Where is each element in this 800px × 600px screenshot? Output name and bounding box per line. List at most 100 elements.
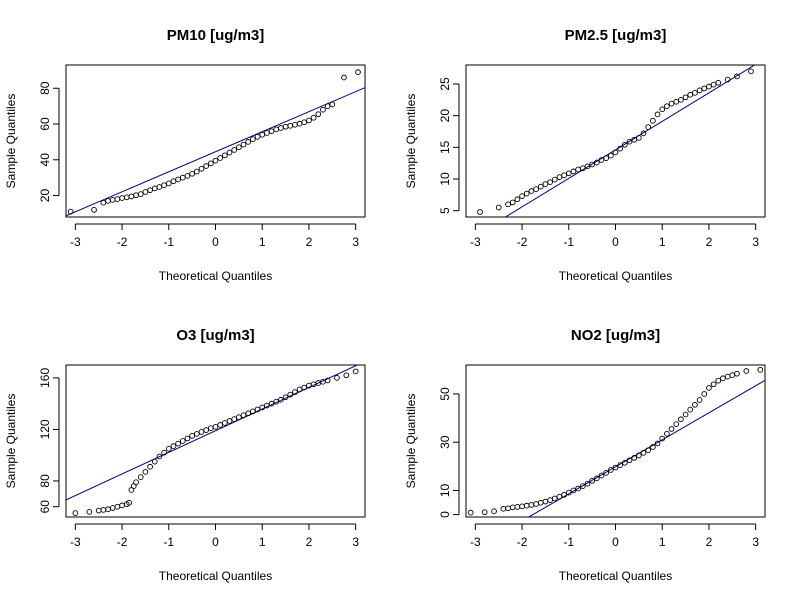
qq-point <box>91 206 97 213</box>
qq-point <box>240 141 247 148</box>
qq-point <box>682 411 689 418</box>
qq-point <box>659 106 666 113</box>
qq-point <box>189 170 195 177</box>
qq-point <box>650 444 656 450</box>
qq-point <box>67 208 74 215</box>
plot-frame <box>65 64 366 218</box>
qq-point <box>687 91 694 98</box>
qq-point <box>537 499 544 506</box>
qq-point <box>687 406 694 413</box>
x-tick-label: 1 <box>259 535 266 549</box>
qq-point <box>612 464 619 471</box>
qq-point <box>542 498 549 505</box>
qq-point <box>523 502 530 509</box>
qq-point <box>100 199 107 206</box>
x-tick-label: -2 <box>117 535 128 549</box>
qq-point <box>743 368 750 374</box>
qq-point <box>645 124 652 130</box>
x-tick-label: 2 <box>306 535 313 549</box>
qq-point <box>161 449 167 456</box>
qq-point <box>236 144 242 151</box>
qq-point <box>617 462 624 468</box>
qq-point <box>119 502 125 509</box>
x-axis-label: Theoretical Quantiles <box>559 269 672 283</box>
qq-point <box>533 186 539 192</box>
qq-point <box>682 94 689 101</box>
qq-point <box>355 69 361 76</box>
qq-point <box>584 163 591 170</box>
qq-point <box>352 368 359 375</box>
x-tick-label: -1 <box>163 235 174 249</box>
qq-point <box>505 505 511 512</box>
x-axis-label: Theoretical Quantiles <box>159 569 272 583</box>
qq-point <box>184 435 191 442</box>
qq-point <box>514 504 521 510</box>
qq-point <box>193 168 200 175</box>
qq-point <box>203 163 210 169</box>
y-axis-label: Sample Quantiles <box>404 394 418 489</box>
qq-point <box>278 396 284 403</box>
panel-pm25: PM2.5 [ug/m3] Theoretical Quantiles Sample… <box>404 27 766 283</box>
panel-title: PM2.5 [ug/m3] <box>565 27 667 44</box>
qq-point <box>315 111 322 118</box>
qq-point <box>306 117 312 124</box>
qq-point <box>254 134 261 140</box>
qq-point <box>561 491 567 498</box>
qq-point <box>617 145 624 152</box>
qq-point <box>259 404 266 411</box>
x-axis-label: Theoretical Quantiles <box>159 269 272 283</box>
qq-point <box>584 480 591 487</box>
qq-point <box>296 386 303 393</box>
y-tick-label: 10 <box>438 172 452 186</box>
qq-point <box>126 499 132 506</box>
qq-point <box>212 423 219 430</box>
x-tick-label: 3 <box>752 535 759 549</box>
qq-point <box>579 483 586 489</box>
qq-point <box>226 418 233 424</box>
qq-point <box>528 188 535 194</box>
qq-point <box>324 377 331 384</box>
qq-point <box>607 152 614 159</box>
qq-point <box>226 149 233 156</box>
qq-point <box>310 114 317 121</box>
qq-point <box>133 479 139 486</box>
qq-point <box>533 501 539 507</box>
qq-point <box>570 168 577 175</box>
qq-point <box>598 472 605 479</box>
x-tick-label: 3 <box>352 535 359 549</box>
qq-point <box>268 400 275 407</box>
qq-point <box>692 90 698 96</box>
y-axis-label: Sample Quantiles <box>404 94 418 189</box>
qq-point <box>184 173 191 179</box>
qq-point <box>523 190 530 197</box>
qq-point <box>593 159 600 166</box>
qq-point <box>142 469 149 475</box>
qq-point <box>151 458 158 465</box>
qq-point <box>292 389 298 395</box>
qq-point <box>207 160 214 167</box>
qq-point <box>250 136 256 143</box>
qq-point <box>100 507 107 513</box>
x-axis-label: Theoretical Quantiles <box>559 569 672 583</box>
qq-point <box>217 155 224 161</box>
panel-o3: O3 [ug/m3] Theoretical Quantiles Sample Qu… <box>4 327 366 583</box>
plot-frame <box>65 364 366 518</box>
qq-point <box>696 397 703 403</box>
qq-point <box>123 194 130 201</box>
qq-point <box>636 134 642 141</box>
qq-point <box>287 391 294 398</box>
qq-point <box>114 503 121 510</box>
qq-point <box>570 487 577 494</box>
qq-point <box>264 130 270 136</box>
qq-point <box>696 87 703 94</box>
qq-point <box>519 193 525 199</box>
qq-point <box>636 452 642 459</box>
qq-point <box>589 477 595 484</box>
y-tick-label: 60 <box>38 117 52 131</box>
y-tick-label: 60 <box>38 500 52 514</box>
qq-point <box>500 505 507 512</box>
x-tick-label: 0 <box>212 535 219 549</box>
qq-point <box>673 98 680 105</box>
qq-point <box>729 372 736 378</box>
qq-point <box>193 431 200 437</box>
